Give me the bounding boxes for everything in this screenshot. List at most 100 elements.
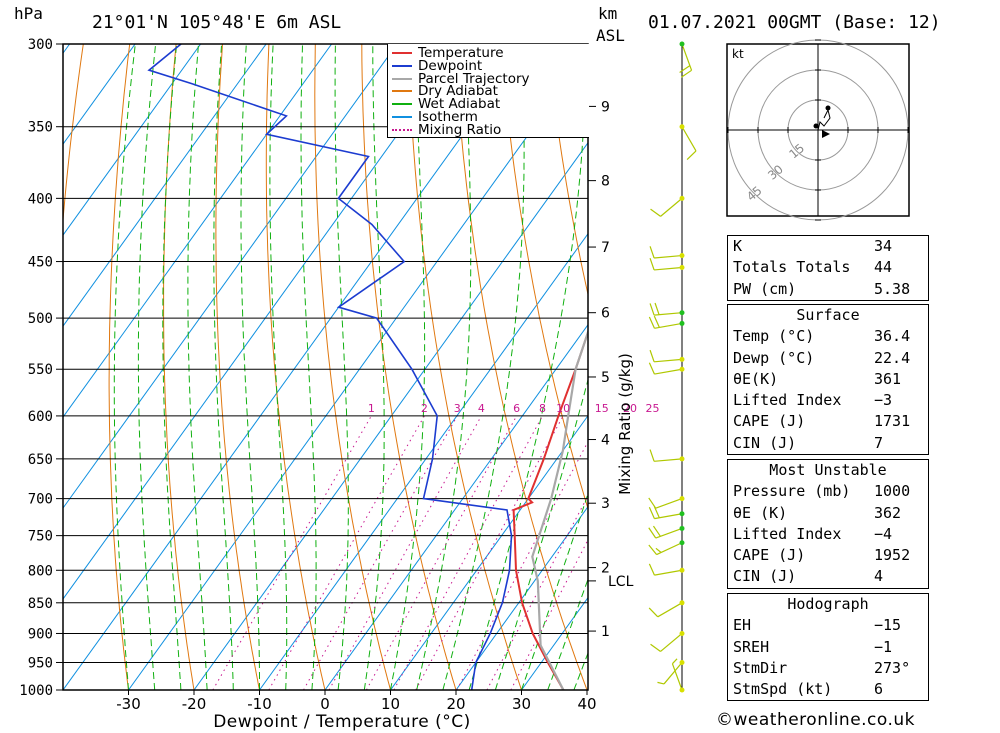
wind-barb-shaft [654,358,683,363]
indices-row-value: 361 [874,369,902,388]
wind-barb [649,258,685,271]
indices-row: θE(K) 361 [728,369,928,390]
indices-section-title: Most Unstable [769,461,887,479]
wind-barb-shaft [655,498,683,509]
indices-row: K 34 [728,236,928,257]
wind-barb [648,563,685,576]
indices-row-label: CIN (J) [733,433,797,452]
indices-row-value: −1 [874,637,893,656]
mixing-ratio-label: 6 [513,402,520,415]
indices-row-label: CAPE (J) [733,546,806,565]
indices-row-value: 34 [874,237,893,255]
wind-barb [648,362,685,375]
isotherm-line [63,44,529,690]
hodograph-trace [817,108,831,131]
mixing-ratio-label: 1 [368,402,375,415]
height-tick-label: 9 [601,99,610,115]
dry-adiabat-line [215,44,260,690]
indices-row-label: Temp (°C) [733,327,815,346]
indices-row-value: 6 [874,680,884,699]
wind-barb-dot [679,525,685,531]
pressure-tick-label: 350 [28,120,53,136]
wet-adiabat-line [137,44,157,690]
wind-barb-flag [648,362,655,375]
indices-row-label: StmSpd (kt) [733,680,833,699]
isotherm-line [128,50,588,690]
wind-barb-dot [679,41,685,47]
indices-row-label: StmDir [733,658,788,677]
indices-row: Totals Totals 44 [728,257,928,278]
indices-row: SREH −1 [728,637,928,658]
legend-item: Parcel Trajectory [392,72,530,86]
mixing-ratio-label: 10 [556,402,570,415]
hodograph-point [813,123,819,129]
wind-barb-flag [653,315,660,328]
indices-row-value: −4 [874,524,893,543]
pressure-tick-label: 300 [28,37,53,53]
wet-adiabat-line [240,44,260,690]
pressure-tick-label: 650 [28,452,53,468]
isotherm-line [259,232,588,690]
wind-barb-dot [679,456,685,462]
indices-row: EH −15 [728,615,928,636]
wind-barb-dot [679,366,685,372]
wind-barb-dot [679,195,685,201]
plot-frame [62,43,589,691]
indices-section-title: Surface [796,306,860,324]
wind-barb-shaft [654,458,683,462]
pressure-tick-label: 450 [28,255,53,271]
pressure-tick-label: 500 [28,311,53,327]
dry-adiabat-line [546,44,588,297]
wind-barb [648,600,685,618]
indices-row: Dewp (°C) 22.4 [728,348,928,369]
height-tick-label: 3 [601,496,610,512]
mixing-ratio-label: 20 [623,402,637,415]
mixing-ratio-line [328,415,482,690]
legend-item: Dewpoint [392,59,482,73]
wind-barb [649,302,685,316]
mixing-ratio-label: 25 [646,402,660,415]
wind-barb-flag [648,497,657,509]
height-tick-label: 7 [601,240,610,256]
height-tick-label: 8 [601,174,610,190]
indices-most-unstable: Most Unstable Pressure (mb) 1000 θE (K) 362 L… [727,459,929,589]
wind-barb [679,124,697,160]
wind-barb [648,506,685,520]
height-unit-label: km [598,4,618,23]
parcel-trajectory-line [531,328,588,690]
wind-barb [648,525,685,539]
wind-barb-flag [649,246,655,259]
wind-barb-shaft [671,663,683,691]
dry-adiabat-line [108,44,131,690]
wind-barb-flag [654,302,660,315]
wind-barb-flag [648,527,657,539]
pressure-tick-label: 800 [28,563,53,579]
storm-motion-marker [822,130,830,138]
legend-item: Temperature [392,46,504,60]
wind-barb-dot [679,253,685,259]
pressure-tick-label: 950 [28,655,53,671]
indices-row-value: 362 [874,503,902,522]
wind-barb [648,496,685,509]
x-axis-title: Dewpoint / Temperature (°C) [213,712,471,732]
indices-row-value: 5.38 [874,279,911,298]
legend-item: Wet Adiabat [392,97,500,111]
indices-row-label: EH [733,616,752,635]
pressure-tick-label: 550 [28,362,53,378]
indices-surface: Surface Temp (°C) 36.4 Dewp (°C) 22.4 θE(K) 36… [727,304,929,456]
wet-adiabat-line [334,44,349,690]
wind-barb-dot [679,540,685,546]
indices-row: Pressure (mb) 1000 [728,481,928,502]
dry-adiabat-line [361,44,457,690]
indices-row: CAPE (J) 1952 [728,545,928,566]
indices-row-value: 36.4 [874,327,911,346]
height-tick-label: 6 [601,306,610,322]
wind-barb-dot [679,659,685,665]
legend-swatch [392,116,412,118]
wet-adiabat-line [494,377,588,690]
dewpoint-line [147,44,513,690]
wind-barb-shaft [654,368,683,375]
wind-barb-flag [648,316,655,329]
wind-barb-dot [679,630,685,636]
legend: Temperature Dewpoint Parcel Trajectory Dry … [387,44,589,138]
